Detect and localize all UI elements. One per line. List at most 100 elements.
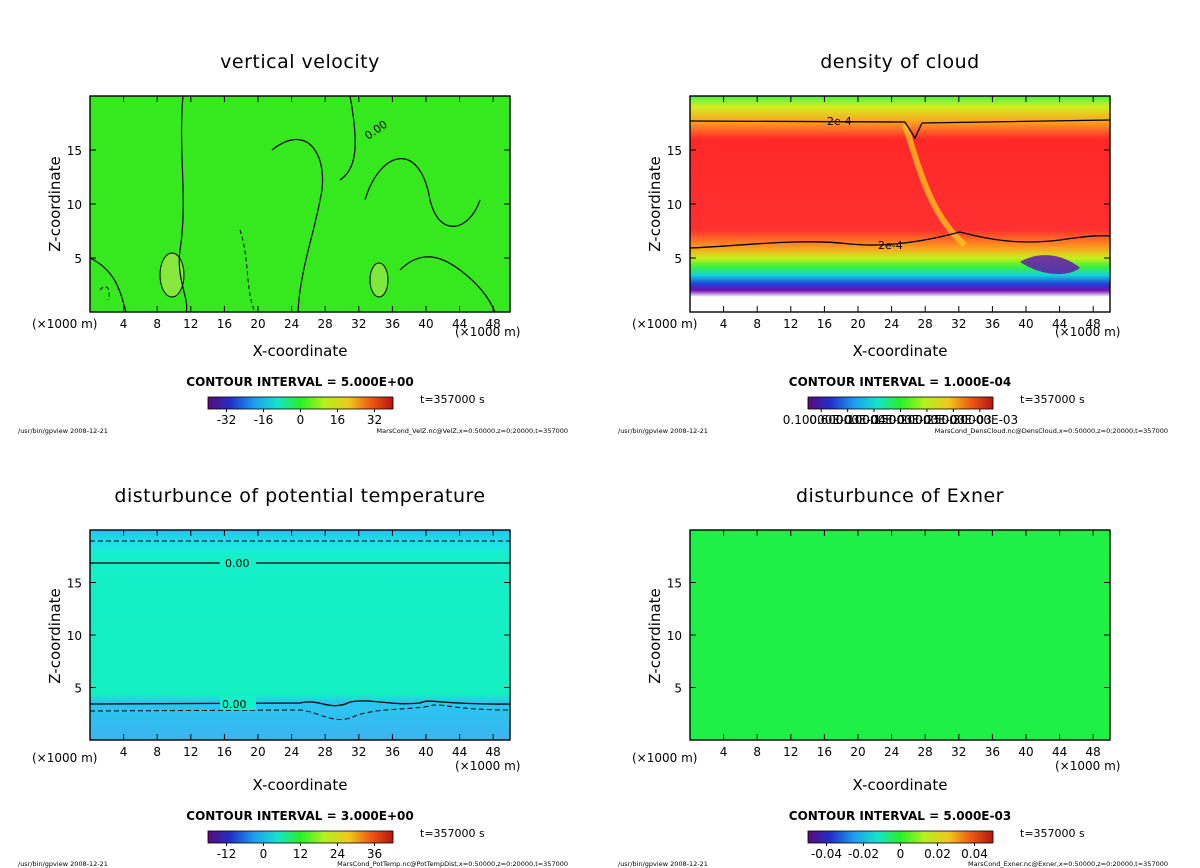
colorbar-tick-label: -0.04 [811, 847, 842, 861]
panel-potential-temperature: disturbunce of potential temperature 0.0… [18, 485, 568, 868]
colorbar-tick-label: 0 [297, 413, 305, 427]
x-tick-label: 16 [217, 317, 232, 331]
colorbar-tick-labels: 0.10000E-030.60000E-040.10000E-030.15000… [783, 409, 1018, 427]
x-unit-right: (×1000 m) [1055, 759, 1120, 773]
x-tick-label: 28 [318, 745, 333, 759]
plot-area [90, 96, 510, 312]
contour-interval: CONTOUR INTERVAL = 3.000E+00 [186, 809, 413, 823]
contour-interval: CONTOUR INTERVAL = 5.000E-03 [789, 809, 1011, 823]
y-tick-labels: 5 10 15 [67, 144, 510, 266]
x-tick-label: 40 [418, 317, 433, 331]
theta-features: 0.00 0.00 [89, 540, 511, 721]
time-stamp: t=357000 s [1020, 393, 1085, 406]
colorbar-tick-labels: -0.04 -0.02 0 0.02 0.04 [811, 843, 988, 861]
x-tick-label: 44 [1052, 745, 1067, 759]
x-tick-label: 20 [250, 745, 265, 759]
colorbar-tick-label: 0.10000E-03 [836, 413, 913, 427]
x-tick-label: 16 [817, 745, 832, 759]
colorbar-tick-label: -12 [217, 847, 237, 861]
contour-label: 2e-4 [827, 115, 852, 128]
x-tick-label: 8 [753, 745, 761, 759]
y-axis-label: Z-coordinate [46, 588, 64, 683]
y-axis-label: Z-coordinate [646, 588, 664, 683]
x-tick-label: 8 [753, 317, 761, 331]
colorbar [207, 830, 394, 844]
chart-title: vertical velocity [220, 51, 380, 73]
x-tick-label: 20 [850, 317, 865, 331]
x-tick-label: 44 [1052, 317, 1067, 331]
time-stamp: t=357000 s [420, 393, 485, 406]
x-tick-label: 24 [284, 745, 299, 759]
x-tick-label: 36 [985, 317, 1000, 331]
colorbar-tick-label: -32 [217, 413, 237, 427]
colorbar [207, 396, 394, 410]
colorbar-tick-label: 16 [330, 413, 345, 427]
x-tick-labels: 4 8 12 16 20 24 28 32 36 40 44 48 [720, 530, 1101, 759]
footer-program: /usr/bin/gpview 2008-12-21 [18, 860, 108, 868]
x-tick-label: 4 [720, 745, 728, 759]
cloud-features: 2e-4 2e-4 [689, 115, 1111, 275]
y-tick-label: 15 [667, 144, 682, 158]
x-tick-label: 32 [951, 317, 966, 331]
x-tick-label: 24 [884, 317, 899, 331]
x-tick-label: 4 [720, 317, 728, 331]
y-tick-label: 15 [67, 577, 82, 591]
x-axis-label: X-coordinate [253, 776, 348, 794]
footer-file: MarsCond_PotTemp.nc@PotTempDist,x=0:5000… [337, 860, 568, 868]
x-tick-label: 28 [318, 317, 333, 331]
x-tick-label: 24 [284, 317, 299, 331]
footer-program: /usr/bin/gpview 2008-12-21 [18, 427, 108, 435]
colorbar-tick-label: 0.10000E-03 [783, 413, 860, 427]
colorbar [807, 396, 994, 410]
x-tick-label: 8 [153, 317, 161, 331]
panel-vertical-velocity: vertical velocity 0.00 4 8 12 16 20 24 28 32 36 4… [18, 51, 568, 435]
x-tick-label: 12 [783, 745, 798, 759]
x-tick-label: 40 [418, 745, 433, 759]
x-tick-label: 28 [918, 317, 933, 331]
x-tick-label: 36 [985, 745, 1000, 759]
colorbar-tick-label: 0.25000E-03 [915, 413, 992, 427]
x-tick-label: 8 [153, 745, 161, 759]
x-axis-label: X-coordinate [853, 776, 948, 794]
x-tick-label: 36 [385, 317, 400, 331]
colorbar-tick-label: 32 [367, 413, 382, 427]
y-tick-label: 15 [667, 577, 682, 591]
plot-area [690, 96, 1110, 312]
x-unit-left: (×1000 m) [632, 751, 697, 765]
colorbar-tick-label: 24 [330, 847, 345, 861]
x-tick-label: 40 [1018, 317, 1033, 331]
colorbar-tick-labels: -12 0 12 24 36 [217, 843, 382, 861]
x-tick-label: 12 [183, 317, 198, 331]
colorbar [807, 830, 994, 844]
x-tick-label: 20 [850, 745, 865, 759]
y-tick-labels: 5 10 15 [667, 577, 1110, 696]
x-tick-label: 36 [385, 745, 400, 759]
x-tick-label: 4 [120, 745, 128, 759]
y-tick-label: 5 [74, 682, 82, 696]
chart-title: disturbunce of potential temperature [114, 485, 485, 507]
y-tick-label: 5 [674, 682, 682, 696]
colorbar-tick-label: 0.15000E-03 [862, 413, 939, 427]
x-unit-right: (×1000 m) [455, 325, 520, 339]
colorbar-tick-label: 36 [367, 847, 382, 861]
colorbar-tick-label: 0 [260, 847, 268, 861]
contour-label: 2e-4 [878, 239, 903, 252]
panel-exner: disturbunce of Exner 4 8 12 16 20 24 28 32 36 40 4… [618, 485, 1168, 868]
x-tick-label: 48 [486, 317, 501, 331]
footer-program: /usr/bin/gpview 2008-12-21 [618, 427, 708, 435]
y-tick-label: 10 [67, 629, 82, 643]
y-axis-label: Z-coordinate [46, 156, 64, 251]
y-tick-label: 10 [667, 629, 682, 643]
x-tick-label: 16 [817, 317, 832, 331]
footer-file: MarsCond_VelZ.nc@VelZ,x=0:50000,z=0:2000… [377, 427, 568, 435]
colorbar-tick-label: 0.04 [961, 847, 988, 861]
colorbar-tick-label: 0.30000E-03 [941, 413, 1018, 427]
x-tick-labels: 4 8 12 16 20 24 28 32 36 40 44 48 [120, 96, 501, 331]
y-tick-labels: 5 10 15 [667, 144, 1110, 266]
y-tick-label: 5 [74, 252, 82, 266]
colorbar-tick-label: 0.60000E-04 [809, 413, 886, 427]
y-axis-label: Z-coordinate [646, 156, 664, 251]
colorbar-tick-label: -16 [254, 413, 274, 427]
x-unit-left: (×1000 m) [632, 317, 697, 331]
